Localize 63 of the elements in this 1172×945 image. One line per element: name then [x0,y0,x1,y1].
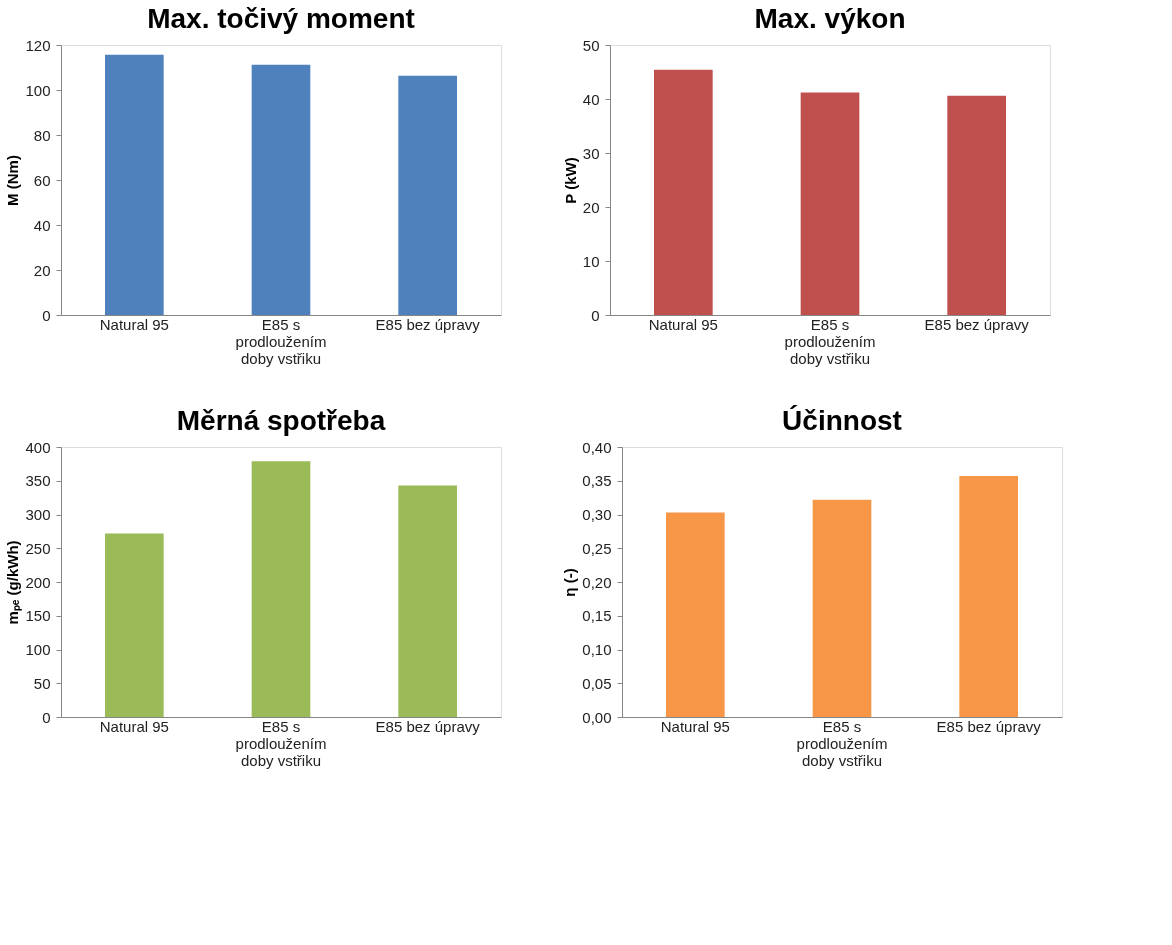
y-tick-label: 300 [25,506,51,523]
chart-title: Účinnost [782,405,902,436]
bar [398,485,457,717]
y-tick-label: 50 [33,674,51,692]
bar [800,92,860,315]
y-tick-label: 20 [33,261,51,279]
y-tick-label: 0,35 [582,472,612,490]
y-tick-label: 0 [42,306,51,324]
y-tick-label: 40 [582,90,600,108]
y-tick-label: 40 [33,216,51,234]
bar [947,95,1006,315]
chart-title: Max. točivý moment [147,3,415,34]
y-tick-label: 0,00 [582,708,612,726]
y-tick-label: 100 [25,81,51,99]
x-tick-label: E85 s prodloužením doby vstřiku [235,717,327,769]
x-tick-label: E85 bez úpravy [375,315,481,333]
y-tick-label: 250 [25,539,51,557]
y-axis-title: η (-) [561,568,579,597]
y-tick-label: 80 [33,126,51,144]
y-tick-label: 400 [25,438,51,456]
y-axis-title: P (kW) [561,157,579,204]
y-tick-label: 0,05 [582,674,612,692]
bar [251,461,311,717]
x-tick-label: Natural 95 [99,717,169,735]
x-tick-label: Natural 95 [648,315,718,333]
y-tick-label: 100 [25,641,51,658]
y-tick-label: 50 [582,36,600,54]
y-tick-label: 0,40 [582,438,612,456]
y-tick-label: 0 [42,708,51,726]
y-tick-label: 0,25 [582,539,612,557]
y-tick-label: 0,30 [582,506,612,523]
y-tick-label: 0 [591,306,600,324]
y-tick-label: 0,10 [582,641,612,658]
chart-title: Max. výkon [754,3,906,34]
y-tick-label: 30 [582,144,600,162]
x-tick-label: E85 s prodloužením doby vstřiku [784,315,876,367]
y-axis-title: M (Nm) [4,155,22,206]
bar [251,64,311,315]
x-tick-label: E85 s prodloužením doby vstřiku [796,717,888,769]
bar [654,69,713,315]
y-tick-label: 120 [25,36,51,54]
y-tick-label: 0,20 [582,573,612,591]
x-tick-label: Natural 95 [99,315,169,333]
bar [666,512,725,717]
y-tick-label: 150 [25,607,51,625]
x-tick-label: E85 bez úpravy [924,315,1030,333]
y-tick-label: 10 [582,252,600,270]
bar [105,54,164,315]
x-tick-label: E85 bez úpravy [936,717,1042,735]
y-tick-label: 0,15 [582,607,612,625]
y-tick-label: 20 [582,198,600,216]
y-tick-label: 350 [25,472,51,490]
bar [398,75,457,315]
bar [105,533,164,717]
y-tick-label: 60 [33,171,51,189]
bar [812,499,872,717]
x-tick-label: Natural 95 [660,717,730,735]
x-tick-label: E85 bez úpravy [375,717,481,735]
y-axis-title: mₚₑ (g/kWh) [4,540,23,625]
y-tick-label: 200 [25,573,51,591]
x-tick-label: E85 s prodloužením doby vstřiku [235,315,327,367]
chart-title: Měrná spotřeba [176,405,386,436]
bar [959,476,1018,717]
